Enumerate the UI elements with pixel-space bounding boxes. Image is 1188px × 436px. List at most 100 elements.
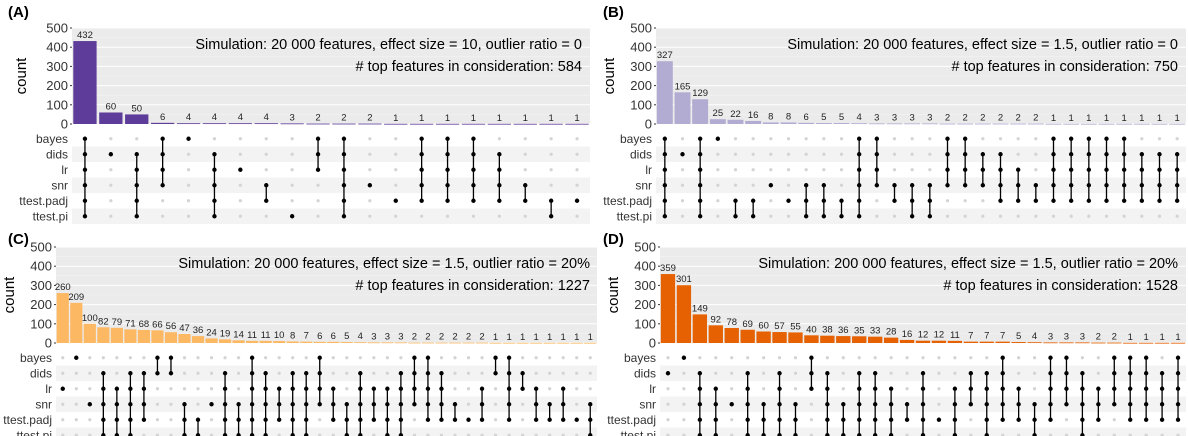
bar	[408, 342, 421, 344]
matrix-dot-empty	[236, 387, 241, 391]
matrix-dot-filled	[841, 402, 846, 407]
matrix-dot-filled	[128, 402, 133, 407]
matrix-dot-filled	[493, 355, 498, 360]
matrix-dot-filled	[697, 167, 703, 172]
matrix-dot-filled	[479, 386, 485, 391]
matrix-dot-empty	[1048, 433, 1053, 436]
bar-value-label: 2	[1096, 332, 1101, 343]
set-label: bayes	[36, 132, 68, 146]
matrix-dot-filled	[825, 417, 830, 422]
matrix-dot-filled	[304, 402, 309, 407]
matrix-dot-empty	[277, 433, 281, 436]
matrix-row-stripe	[72, 177, 590, 193]
matrix-dot-filled	[439, 371, 444, 376]
matrix-dot-empty	[368, 199, 372, 203]
matrix-dot-filled	[998, 198, 1003, 203]
bar-value-label: 1	[1069, 113, 1074, 124]
bar-value-label: 24	[206, 327, 217, 338]
y-tick-label: 500	[630, 21, 652, 36]
matrix-dot-empty	[777, 356, 782, 360]
matrix-dot-filled	[222, 402, 228, 407]
matrix-dot-filled	[1128, 371, 1133, 376]
matrix-dot-filled	[662, 167, 668, 172]
matrix-dot-empty	[209, 371, 214, 375]
matrix-dot-filled	[497, 152, 502, 157]
bar-value-label: 82	[98, 316, 109, 327]
panel-tag: (B)	[603, 4, 624, 21]
matrix-dot-filled	[1064, 355, 1069, 360]
matrix-dot-empty	[733, 152, 738, 156]
matrix-dot-empty	[523, 152, 527, 156]
matrix-dot-filled	[1174, 183, 1180, 188]
matrix-dot-empty	[466, 356, 471, 360]
matrix-dot-filled	[419, 183, 424, 188]
bar	[868, 336, 883, 343]
y-axis-label: count	[1, 276, 18, 314]
matrix-dot-empty	[331, 371, 335, 375]
matrix-dot-empty	[1140, 214, 1144, 218]
matrix-dot-filled	[371, 402, 377, 407]
matrix-dot-filled	[1051, 167, 1056, 172]
matrix-dot-empty	[372, 433, 376, 436]
matrix-dot-empty	[666, 418, 670, 422]
matrix-dot-filled	[114, 417, 120, 422]
set-label: lr	[45, 382, 52, 396]
matrix-dot-empty	[575, 356, 579, 360]
matrix-dot-filled	[697, 136, 703, 141]
matrix-dot-filled	[697, 183, 703, 188]
bar-value-label: 35	[854, 325, 865, 336]
panel-tag: (D)	[603, 231, 624, 248]
matrix-dot-empty	[548, 371, 552, 375]
matrix-dot-filled	[1175, 402, 1181, 407]
bar	[570, 342, 583, 344]
matrix-dot-filled	[1143, 371, 1149, 376]
matrix-dot-empty	[910, 168, 914, 172]
matrix-dot-empty	[682, 371, 686, 375]
matrix-dot-empty	[873, 356, 877, 360]
matrix-dot-filled	[155, 355, 160, 360]
matrix-dot-filled	[344, 433, 349, 436]
matrix-dot-filled	[1000, 402, 1005, 407]
matrix-dot-filled	[1048, 402, 1053, 407]
bar	[530, 342, 543, 344]
bar-value-label: 1	[547, 332, 552, 343]
matrix-dot-filled	[398, 386, 404, 391]
matrix-dot-filled	[1112, 355, 1117, 360]
matrix-dot-empty	[809, 433, 814, 436]
matrix-dot-empty	[523, 214, 527, 218]
matrix-dot-empty	[523, 137, 527, 141]
matrix-dot-empty	[998, 214, 1003, 218]
matrix-dot-filled	[385, 402, 390, 407]
bar-value-label: 165	[675, 81, 691, 92]
matrix-dot-empty	[88, 387, 92, 391]
matrix-dot-empty	[290, 199, 294, 203]
matrix-dot-filled	[750, 214, 756, 219]
matrix-dot-filled	[1068, 183, 1074, 188]
matrix-dot-filled	[1032, 433, 1037, 436]
bar-value-label: 2	[980, 113, 985, 124]
matrix-dot-filled	[160, 152, 165, 157]
matrix-dot-filled	[341, 167, 347, 172]
matrix-dot-empty	[575, 371, 579, 375]
matrix-dot-filled	[872, 417, 878, 422]
bar-value-label: 14	[233, 329, 244, 340]
bar	[886, 123, 903, 125]
matrix-dot-filled	[1157, 198, 1162, 203]
matrix-dot-empty	[372, 371, 376, 375]
matrix-dot-filled	[761, 433, 766, 436]
matrix-dot-empty	[394, 137, 398, 141]
matrix-dot-empty	[453, 356, 457, 360]
bar	[979, 341, 994, 343]
matrix-dot-empty	[746, 356, 750, 360]
matrix-dot-empty	[730, 356, 734, 360]
matrix-dot-filled	[662, 136, 668, 141]
matrix-dot-filled	[371, 386, 377, 391]
matrix-dot-filled	[425, 386, 431, 391]
matrix-dot-empty	[497, 137, 501, 141]
bar	[584, 342, 597, 344]
matrix-dot-empty	[135, 137, 139, 141]
bar	[475, 342, 489, 344]
matrix-dot-filled	[968, 402, 974, 407]
matrix-dot-filled	[367, 183, 373, 188]
